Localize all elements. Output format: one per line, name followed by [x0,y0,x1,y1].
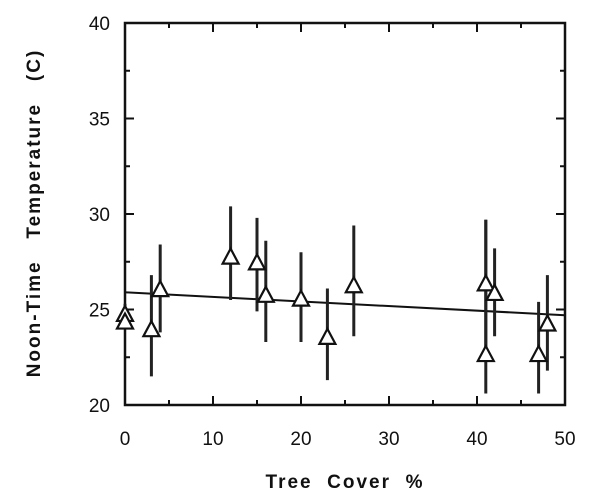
x-tick-label: 0 [120,429,131,450]
triangle-marker [537,313,558,332]
triangle-marker [291,288,311,307]
triangle-marker [150,278,171,298]
tick-labels: 0 10 20 30 40 50 20 25 30 35 40 [89,14,576,450]
x-tick-label: 30 [378,429,399,450]
y-tick-label: 30 [89,205,110,226]
triangle-marker [247,252,267,271]
x-tick-label: 20 [290,429,311,450]
y-tick-label: 35 [89,110,110,131]
y-tick-label: 40 [89,14,110,35]
triangle-marker [115,311,135,330]
triangle-marker [317,326,338,345]
y-axis-title: Noon-Time Temperature (C) [24,49,45,378]
triangle-marker [141,318,162,338]
triangle-marker [475,343,496,363]
plot-frame [123,21,567,407]
y-tick-label: 25 [89,301,110,322]
triangle-marker [475,273,496,292]
error-bars [123,206,549,394]
triangle-marker [255,284,276,303]
data-markers [115,246,558,363]
x-axis-title: Tree Cover % [266,472,425,493]
x-tick-label: 10 [202,429,223,450]
triangle-marker [528,343,549,363]
axes [123,21,567,407]
trendline-group [124,291,566,317]
x-tick-label: 40 [466,429,487,450]
y-tick-label: 20 [89,396,110,417]
triangle-marker [343,274,364,294]
trendline [124,291,566,317]
triangle-marker [220,246,241,265]
triangle-marker [484,282,505,302]
x-tick-label: 50 [554,429,575,450]
